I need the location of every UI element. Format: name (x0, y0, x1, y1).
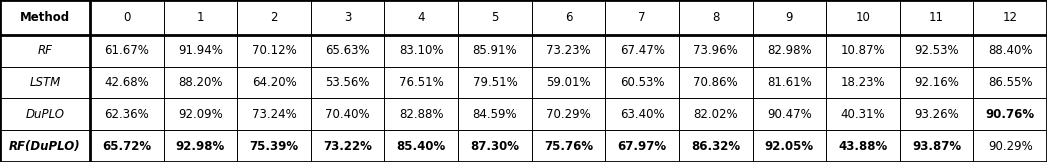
Text: 40.31%: 40.31% (841, 108, 886, 121)
Text: 85.91%: 85.91% (472, 44, 517, 57)
Text: 90.47%: 90.47% (767, 108, 811, 121)
Text: 10.87%: 10.87% (841, 44, 886, 57)
Text: 65.72%: 65.72% (103, 140, 152, 153)
Text: 73.23%: 73.23% (547, 44, 591, 57)
Text: 67.97%: 67.97% (618, 140, 667, 153)
Text: 91.94%: 91.94% (178, 44, 223, 57)
Text: 82.98%: 82.98% (767, 44, 811, 57)
Text: 92.53%: 92.53% (914, 44, 959, 57)
Text: 86.55%: 86.55% (988, 76, 1032, 89)
Text: DuPLO: DuPLO (25, 108, 65, 121)
Text: 59.01%: 59.01% (547, 76, 591, 89)
Text: 43.88%: 43.88% (839, 140, 888, 153)
Text: 1: 1 (197, 11, 204, 24)
Text: 64.20%: 64.20% (251, 76, 296, 89)
Text: 70.86%: 70.86% (693, 76, 738, 89)
Text: 90.76%: 90.76% (985, 108, 1034, 121)
Text: 76.51%: 76.51% (399, 76, 444, 89)
Text: 87.30%: 87.30% (470, 140, 519, 153)
Text: 5: 5 (491, 11, 498, 24)
Text: 84.59%: 84.59% (472, 108, 517, 121)
Text: 86.32%: 86.32% (691, 140, 740, 153)
Text: 11: 11 (929, 11, 944, 24)
Text: 9: 9 (785, 11, 794, 24)
Text: 0: 0 (124, 11, 131, 24)
Text: 8: 8 (712, 11, 719, 24)
Text: 73.22%: 73.22% (324, 140, 372, 153)
Text: Method: Method (20, 11, 70, 24)
Text: 82.88%: 82.88% (399, 108, 444, 121)
Text: 3: 3 (344, 11, 352, 24)
Text: 6: 6 (564, 11, 573, 24)
Text: 79.51%: 79.51% (472, 76, 517, 89)
Text: 88.20%: 88.20% (178, 76, 223, 89)
Text: 10: 10 (855, 11, 870, 24)
Text: 81.61%: 81.61% (767, 76, 811, 89)
Text: RF: RF (38, 44, 52, 57)
Text: 92.98%: 92.98% (176, 140, 225, 153)
Text: 12: 12 (1003, 11, 1018, 24)
Text: 73.96%: 73.96% (693, 44, 738, 57)
Text: 93.26%: 93.26% (914, 108, 959, 121)
Text: 70.12%: 70.12% (251, 44, 296, 57)
Text: 93.87%: 93.87% (912, 140, 961, 153)
Text: 70.40%: 70.40% (326, 108, 370, 121)
Text: 7: 7 (639, 11, 646, 24)
Text: 70.29%: 70.29% (547, 108, 591, 121)
Text: 4: 4 (418, 11, 425, 24)
Text: 75.76%: 75.76% (544, 140, 593, 153)
Text: 85.40%: 85.40% (397, 140, 446, 153)
Text: 75.39%: 75.39% (249, 140, 298, 153)
Text: 92.09%: 92.09% (178, 108, 223, 121)
Text: 63.40%: 63.40% (620, 108, 665, 121)
Text: 2: 2 (270, 11, 277, 24)
Text: 60.53%: 60.53% (620, 76, 665, 89)
Text: 18.23%: 18.23% (841, 76, 886, 89)
Text: 67.47%: 67.47% (620, 44, 665, 57)
Text: 73.24%: 73.24% (251, 108, 296, 121)
Text: 65.63%: 65.63% (326, 44, 370, 57)
Text: RF(DuPLO): RF(DuPLO) (9, 140, 81, 153)
Text: 88.40%: 88.40% (988, 44, 1032, 57)
Text: 83.10%: 83.10% (399, 44, 444, 57)
Text: 62.36%: 62.36% (105, 108, 150, 121)
Text: 90.29%: 90.29% (987, 140, 1032, 153)
Text: 92.05%: 92.05% (764, 140, 814, 153)
Text: 53.56%: 53.56% (326, 76, 370, 89)
Text: 42.68%: 42.68% (105, 76, 150, 89)
Text: 92.16%: 92.16% (914, 76, 959, 89)
Text: LSTM: LSTM (29, 76, 61, 89)
Text: 82.02%: 82.02% (693, 108, 738, 121)
Text: 61.67%: 61.67% (105, 44, 150, 57)
